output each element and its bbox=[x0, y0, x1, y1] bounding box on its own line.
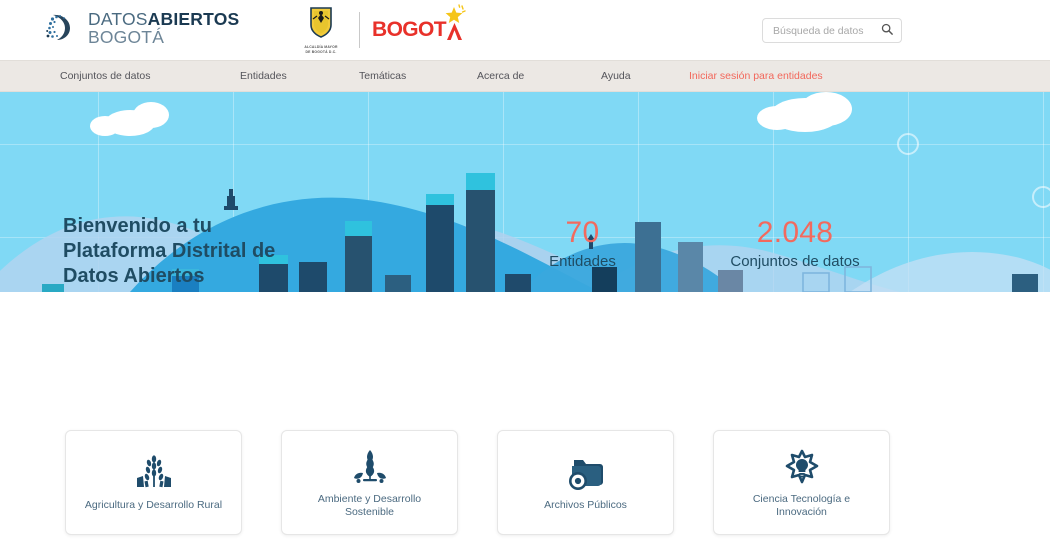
category-card-agricultura[interactable]: Agricultura y Desarrollo Rural bbox=[65, 430, 242, 535]
nav-item-acerca-de[interactable]: Acerca de bbox=[477, 70, 525, 82]
category-cards: Agricultura y Desarrollo Rural bbox=[0, 430, 1050, 535]
cloud-decoration bbox=[90, 116, 120, 136]
category-card-label: Ambiente y Desarrollo Sostenible bbox=[317, 492, 422, 518]
category-card-archivos[interactable]: Archivos Públicos bbox=[497, 430, 674, 535]
stat-conjuntos-de-datos: 2.048 Conjuntos de datos bbox=[685, 216, 905, 270]
bogota-wordmark-logo: BOGOT bbox=[372, 4, 466, 42]
stat-entidades-value: 70 bbox=[565, 216, 600, 249]
hero-title-line-3: Datos Abiertos bbox=[63, 265, 205, 287]
site-header: DATOSABIERTOS BOGOTÁ ALCALDÍA MAYO bbox=[0, 0, 1050, 60]
folder-eye-icon bbox=[566, 453, 606, 493]
brand-text-datos: DATOS bbox=[88, 9, 148, 29]
logo-divider bbox=[359, 12, 360, 48]
category-card-ciencia[interactable]: Ciencia Tecnología e Innovación bbox=[713, 430, 890, 535]
cloud-decoration bbox=[800, 92, 852, 126]
bogota-coat-of-arms-icon bbox=[308, 6, 334, 43]
shield-caption-line1: ALCALDÍA MAYOR bbox=[304, 45, 338, 50]
bogota-wordmark-text: BOGOT bbox=[372, 18, 447, 41]
category-card-ambiente[interactable]: Ambiente y Desarrollo Sostenible bbox=[281, 430, 458, 535]
category-card-label: Ciencia Tecnología e Innovación bbox=[752, 492, 851, 518]
stat-entidades: 70 Entidades bbox=[505, 216, 660, 270]
stat-conjuntos-label: Conjuntos de datos bbox=[730, 253, 860, 270]
brand-logo[interactable]: DATOSABIERTOS BOGOTÁ bbox=[44, 10, 239, 47]
dot-decoration bbox=[84, 300, 106, 322]
atom-bulb-icon bbox=[782, 447, 822, 487]
nav-item-tematicas[interactable]: Temáticas bbox=[359, 70, 407, 82]
bogota-a-chevron-icon bbox=[446, 21, 463, 42]
nav-item-entidades[interactable]: Entidades bbox=[240, 70, 287, 82]
cloud-decoration bbox=[757, 106, 797, 130]
government-logos: ALCALDÍA MAYOR DE BOGOTÁ D.C. BOGOT bbox=[295, 4, 466, 55]
star-icon bbox=[441, 4, 467, 33]
header-search-box[interactable]: Búsqueda de datos bbox=[762, 18, 902, 43]
cloud-decoration bbox=[133, 102, 169, 128]
category-card-label: Agricultura y Desarrollo Rural bbox=[84, 499, 223, 511]
leaf-icon bbox=[350, 447, 390, 487]
category-card-label: Archivos Públicos bbox=[544, 499, 627, 511]
search-section: Ej. ambiente bbox=[0, 322, 1050, 408]
hero-banner: Bienvenido a tu Plataforma Distrital de … bbox=[0, 92, 1050, 322]
brand-wordmark: DATOSABIERTOS BOGOTÁ bbox=[88, 10, 239, 47]
main-navigation: Conjuntos de datos Entidades Temáticas A… bbox=[0, 60, 1050, 92]
header-search-placeholder: Búsqueda de datos bbox=[773, 24, 864, 37]
stat-conjuntos-value: 2.048 bbox=[756, 216, 834, 249]
datos-abiertos-swirl-icon bbox=[44, 11, 78, 45]
brand-text-abiertos: ABIERTOS bbox=[147, 9, 240, 29]
search-icon[interactable] bbox=[881, 22, 893, 40]
shield-caption: ALCALDÍA MAYOR DE BOGOTÁ D.C. bbox=[304, 45, 337, 54]
dot-decoration bbox=[111, 304, 126, 319]
nav-item-ayuda[interactable]: Ayuda bbox=[601, 70, 631, 82]
brand-text-bogota: BOGOTÁ bbox=[88, 26, 165, 47]
hero-title-line-2: Plataforma Distrital de bbox=[63, 240, 276, 262]
bogota-skyline-bar-chart-illustration bbox=[0, 162, 1050, 322]
hero-title: Bienvenido a tu Plataforma Distrital de … bbox=[63, 214, 275, 289]
shield-block: ALCALDÍA MAYOR DE BOGOTÁ D.C. bbox=[295, 6, 347, 54]
ring-decoration-icon bbox=[897, 133, 919, 155]
hero-title-line-1: Bienvenido a tu bbox=[63, 215, 212, 237]
stat-entidades-label: Entidades bbox=[549, 253, 616, 270]
nav-item-iniciar-sesion[interactable]: Iniciar sesión para entidades bbox=[689, 70, 823, 82]
wheat-icon bbox=[134, 453, 174, 493]
shield-caption-line2: DE BOGOTÁ D.C. bbox=[305, 49, 337, 54]
nav-item-conjuntos-de-datos[interactable]: Conjuntos de datos bbox=[60, 70, 151, 82]
